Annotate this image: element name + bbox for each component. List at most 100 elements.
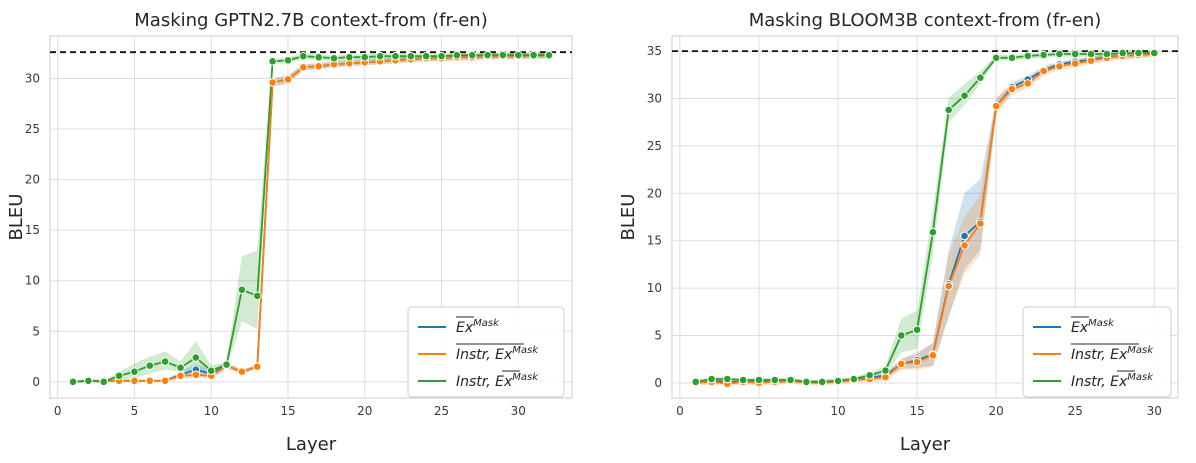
- data-point: [960, 231, 969, 241]
- legend-box: [407, 306, 565, 398]
- data-point: [283, 55, 293, 65]
- data-point: [68, 377, 78, 387]
- data-point: [391, 51, 400, 61]
- y-tick-label: 20: [647, 186, 662, 200]
- y-tick-label: 30: [647, 92, 662, 106]
- y-tick-label: 0: [654, 376, 662, 390]
- data-point: [881, 366, 890, 375]
- data-point: [1055, 49, 1064, 59]
- data-point: [976, 219, 985, 228]
- data-point: [222, 360, 231, 369]
- data-point: [1102, 49, 1112, 59]
- y-tick-label: 35: [647, 44, 662, 58]
- data-point: [529, 50, 538, 60]
- data-point: [896, 359, 906, 369]
- data-point: [299, 51, 308, 61]
- data-point: [314, 62, 323, 71]
- data-point: [467, 50, 477, 60]
- data-point: [912, 357, 922, 367]
- x-tick-label: 15: [909, 404, 924, 418]
- tick-labels: 0 5 10 15 20 25 30 0 5 10 15 20 25 30: [25, 71, 526, 418]
- data-point: [723, 374, 732, 384]
- y-tick-label: 5: [32, 324, 40, 338]
- data-point: [176, 363, 185, 372]
- data-point: [130, 376, 139, 386]
- legend-box: [1022, 306, 1172, 398]
- data-point: [1039, 66, 1048, 76]
- x-tick-label: 5: [131, 404, 139, 418]
- data-point: [130, 367, 139, 377]
- data-point: [191, 353, 201, 362]
- x-tick-label: 20: [989, 404, 1004, 418]
- data-point: [252, 362, 262, 371]
- data-point: [145, 361, 155, 370]
- x-axis-label: Layer: [900, 434, 951, 455]
- x-tick-label: 5: [755, 404, 763, 418]
- y-tick-label: 15: [25, 223, 40, 237]
- data-point: [314, 52, 323, 62]
- y-axis-label: BLEU: [6, 194, 27, 241]
- data-point: [849, 374, 859, 384]
- data-point: [928, 351, 938, 360]
- series-points: [68, 50, 554, 387]
- data-point: [1070, 49, 1080, 59]
- x-tick-label: 20: [357, 404, 372, 418]
- data-point: [1007, 84, 1017, 94]
- data-point: [406, 51, 416, 61]
- data-point: [944, 105, 954, 115]
- data-point: [1023, 79, 1033, 88]
- x-tick-label: 10: [204, 404, 219, 418]
- data-point: [360, 52, 370, 62]
- data-point: [1086, 49, 1096, 59]
- data-point: [176, 371, 185, 381]
- data-point: [437, 51, 446, 61]
- data-point: [754, 375, 764, 385]
- data-point: [99, 377, 109, 387]
- x-tick-label: 25: [434, 404, 449, 418]
- data-point: [1070, 59, 1080, 68]
- data-point: [160, 376, 170, 386]
- data-point: [786, 375, 795, 385]
- data-point: [960, 241, 969, 250]
- data-point: [912, 325, 922, 335]
- data-point: [145, 376, 155, 386]
- data-point: [329, 53, 339, 63]
- data-point: [237, 367, 247, 377]
- data-point: [944, 281, 954, 291]
- data-point: [1023, 51, 1033, 61]
- data-point: [299, 63, 308, 72]
- data-point: [817, 377, 827, 387]
- y-tick-label: 25: [647, 139, 662, 153]
- data-point: [1007, 53, 1017, 63]
- x-tick-label: 30: [1147, 404, 1162, 418]
- data-point: [513, 50, 523, 60]
- y-tick-label: 15: [647, 234, 662, 248]
- data-point: [802, 377, 811, 387]
- chart-title: Masking BLOOM3B context-from (fr-en): [749, 10, 1102, 31]
- data-point: [268, 78, 277, 87]
- data-point: [1039, 50, 1048, 60]
- x-axis-label: Layer: [286, 434, 337, 455]
- data-point: [928, 227, 938, 237]
- data-point: [375, 51, 385, 61]
- y-tick-label: 30: [25, 71, 40, 85]
- y-tick-label: 10: [25, 274, 40, 288]
- data-point: [1134, 48, 1143, 58]
- x-tick-label: 10: [830, 404, 845, 418]
- data-point: [691, 377, 701, 387]
- y-tick-label: 0: [32, 375, 40, 389]
- data-point: [345, 52, 354, 62]
- chart-title: Masking GPTN2.7B context-from (fr-en): [134, 10, 487, 31]
- data-point: [976, 73, 985, 82]
- x-tick-label: 0: [676, 404, 684, 418]
- x-tick-label: 25: [1068, 404, 1083, 418]
- data-point: [738, 375, 748, 385]
- data-point: [1149, 48, 1159, 58]
- data-point: [268, 56, 277, 66]
- data-point: [114, 371, 124, 381]
- data-point: [544, 50, 554, 60]
- data-point: [865, 370, 874, 380]
- data-point: [991, 101, 1001, 111]
